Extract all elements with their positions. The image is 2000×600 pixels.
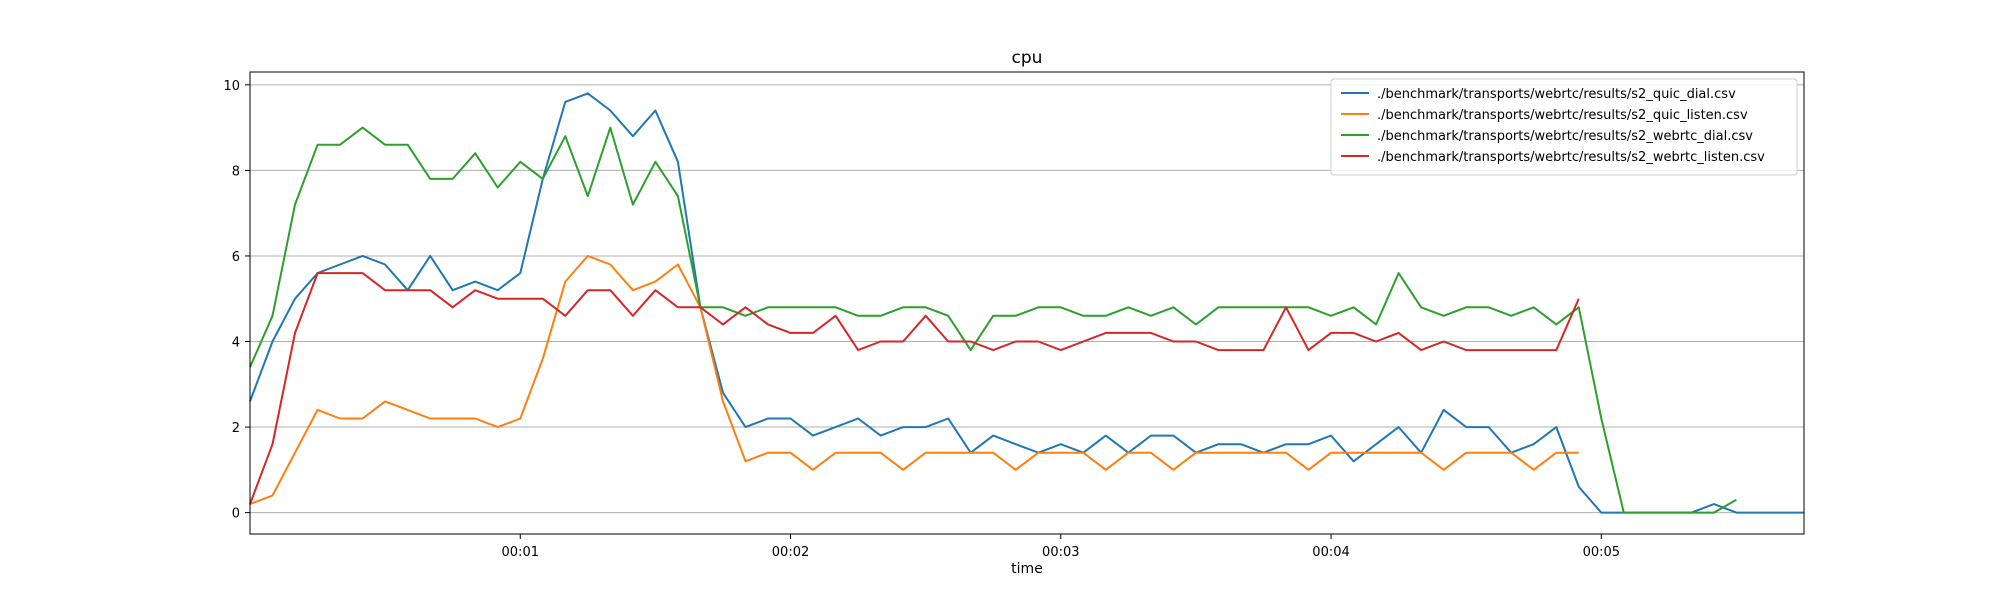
x-tick-label: 00:03 bbox=[1042, 545, 1079, 560]
legend-label: ./benchmark/transports/webrtc/results/s2… bbox=[1377, 108, 1748, 123]
y-tick-label: 8 bbox=[232, 164, 240, 179]
series-line-1 bbox=[249, 92, 1804, 514]
legend-label: ./benchmark/transports/webrtc/results/s2… bbox=[1377, 150, 1765, 165]
plot-frame bbox=[249, 71, 1805, 535]
x-tick-label: 00:04 bbox=[1312, 545, 1349, 560]
x-axis-title: time bbox=[1011, 561, 1043, 577]
x-tick-label: 00:02 bbox=[772, 545, 809, 560]
legend-label: ./benchmark/transports/webrtc/results/s2… bbox=[1377, 87, 1736, 102]
series-line-4 bbox=[249, 272, 1580, 505]
y-tick-label: 2 bbox=[232, 421, 240, 436]
x-tick-label: 00:01 bbox=[502, 545, 539, 560]
x-axis: 00:01 00:02 00:03 00:04 00:05 bbox=[502, 534, 1620, 560]
chart-title: cpu bbox=[1012, 48, 1043, 68]
legend-label: ./benchmark/transports/webrtc/results/s2… bbox=[1377, 129, 1753, 144]
legend: ./benchmark/transports/webrtc/results/s2… bbox=[1330, 78, 1798, 176]
y-tick-label: 6 bbox=[232, 250, 240, 265]
y-tick-label: 10 bbox=[223, 79, 240, 94]
series-lines bbox=[249, 92, 1804, 514]
x-tick-label: 00:05 bbox=[1583, 545, 1620, 560]
legend-box bbox=[1330, 78, 1798, 176]
y-tick-label: 4 bbox=[232, 336, 240, 351]
y-axis: 0 2 4 6 8 10 bbox=[223, 79, 250, 522]
y-tick-label: 0 bbox=[232, 507, 240, 522]
series-line-3 bbox=[249, 126, 1737, 514]
series-line-2 bbox=[249, 254, 1579, 506]
